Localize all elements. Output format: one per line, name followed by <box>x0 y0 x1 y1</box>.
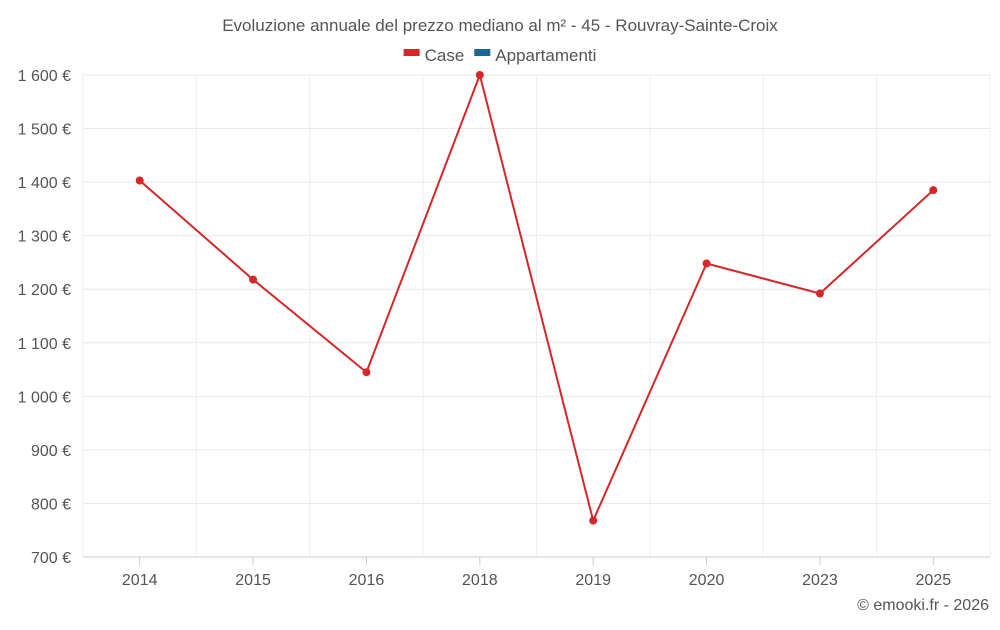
y-tick-label: 1 500 € <box>18 122 71 139</box>
x-tick-label: 2025 <box>916 572 952 589</box>
data-point[interactable] <box>362 368 371 377</box>
x-tick-label: 2014 <box>122 572 158 589</box>
x-tick-label: 2019 <box>575 572 611 589</box>
y-tick-label: 1 300 € <box>18 229 71 246</box>
y-tick-label: 1 100 € <box>18 336 71 353</box>
legend: Case Appartamenti <box>403 46 596 65</box>
data-point[interactable] <box>475 71 484 79</box>
legend-item-appartamenti[interactable]: Appartamenti <box>474 46 596 65</box>
y-tick-label: 800 € <box>31 496 71 513</box>
series-layer <box>135 71 938 525</box>
data-point[interactable] <box>702 259 711 268</box>
y-tick-label: 1 200 € <box>18 282 71 299</box>
data-point[interactable] <box>589 516 598 525</box>
y-tick-label: 900 € <box>31 443 71 460</box>
legend-label: Appartamenti <box>495 46 596 65</box>
axes: 700 € 800 € 900 € 1 000 € 1 100 € 1 200 € 1 30… <box>18 68 990 589</box>
x-tick-label: 2018 <box>462 572 498 589</box>
x-tick-label: 2016 <box>349 572 385 589</box>
chart-title: Evoluzione annuale del prezzo mediano al… <box>222 16 778 35</box>
x-tick-label: 2020 <box>689 572 725 589</box>
grid <box>82 74 991 557</box>
y-tick-label: 1 600 € <box>18 68 71 85</box>
y-tick-label: 1 400 € <box>18 175 71 192</box>
legend-swatch <box>474 49 491 56</box>
legend-swatch <box>403 49 420 56</box>
x-tick-label: 2023 <box>802 572 838 589</box>
legend-item-case[interactable]: Case <box>403 46 465 65</box>
y-tick-label: 700 € <box>31 550 71 567</box>
legend-label: Case <box>425 46 465 65</box>
data-point[interactable] <box>929 186 938 195</box>
chart-credit[interactable]: © emooki.fr - 2026 <box>857 597 989 614</box>
data-point[interactable] <box>249 275 258 284</box>
data-point[interactable] <box>815 289 824 298</box>
data-point[interactable] <box>135 176 144 185</box>
series-line-case[interactable] <box>139 74 934 522</box>
y-tick-label: 1 000 € <box>18 389 71 406</box>
x-tick-label: 2015 <box>235 572 271 589</box>
